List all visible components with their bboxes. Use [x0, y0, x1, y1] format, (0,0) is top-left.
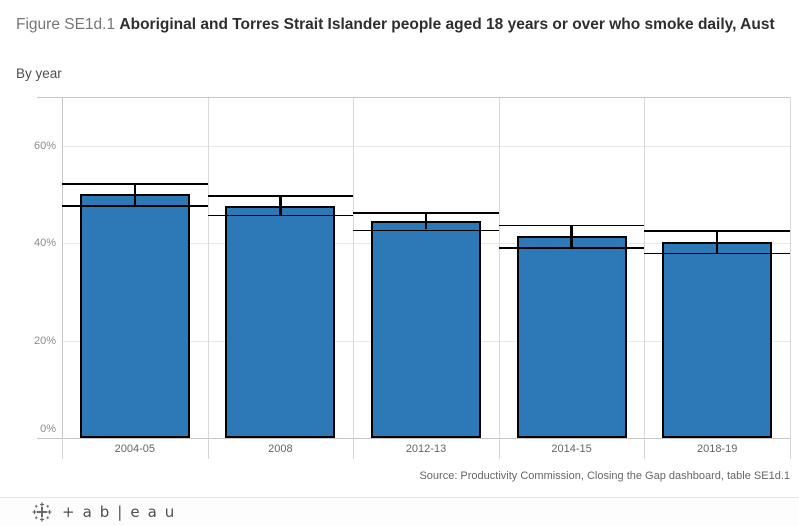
figure-number: Figure SE1d.1: [16, 16, 120, 33]
error-bar-connector: [570, 224, 573, 248]
gridline-60: [62, 145, 790, 147]
bar-2012-13[interactable]: [371, 220, 481, 438]
y-axis-tick-label: 20%: [33, 334, 56, 347]
y-axis-line: [62, 97, 63, 438]
tableau-attribution-bar: +ab|eau: [0, 497, 799, 526]
y-axis-tick-label: 0%: [40, 423, 56, 435]
error-bar-connector: [424, 212, 428, 230]
x-axis-label-2014-15[interactable]: 2014-15: [551, 443, 592, 455]
chart-title: Figure SE1d.1 Aboriginal and Torres Stra…: [16, 13, 794, 36]
x-axis-label-2008[interactable]: 2008: [268, 443, 293, 455]
error-bar-connector: [133, 183, 137, 206]
bar-2004-05[interactable]: [79, 194, 190, 438]
error-bar-lower: [62, 205, 208, 207]
error-bar-lower: [353, 229, 499, 231]
x-axis-tick-separator: [62, 438, 63, 459]
x-axis-tick-separator: [790, 438, 791, 459]
column-divider: [207, 97, 209, 438]
tableau-wordmark[interactable]: +ab|eau: [62, 503, 183, 521]
pane-top-border: [37, 97, 790, 98]
x-axis-tick-separator: [207, 438, 209, 459]
x-axis-tick-separator: [353, 438, 355, 459]
x-axis-label-2018-19[interactable]: 2018-19: [697, 443, 738, 455]
column-divider: [498, 97, 500, 438]
column-divider: [644, 97, 646, 438]
tableau-logo-icon[interactable]: [32, 502, 52, 522]
bar-2008[interactable]: [225, 205, 336, 438]
source-caption: Source: Productivity Commission, Closing…: [419, 470, 790, 482]
x-axis-tick-separator: [498, 438, 500, 459]
column-divider: [353, 97, 355, 438]
error-bar-connector: [715, 230, 719, 253]
bar-2018-19[interactable]: [662, 242, 773, 438]
chart-subtitle: By year: [16, 66, 62, 81]
x-axis-label-2004-05[interactable]: 2004-05: [114, 443, 155, 455]
axis-baseline: [37, 438, 790, 439]
error-bar-connector: [279, 195, 282, 215]
pane-right-border: [790, 97, 791, 438]
error-bar-lower: [644, 252, 790, 255]
y-axis-tick-label: 40%: [33, 237, 56, 250]
x-axis-label-2012-13[interactable]: 2012-13: [405, 443, 447, 455]
x-axis-tick-separator: [644, 438, 646, 459]
error-bar-lower: [498, 247, 645, 249]
error-bar-lower: [207, 214, 354, 217]
y-axis-tick-label: 60%: [33, 139, 56, 152]
title-text: Aboriginal and Torres Strait Islander pe…: [119, 16, 775, 33]
bar-2014-15[interactable]: [516, 236, 627, 438]
